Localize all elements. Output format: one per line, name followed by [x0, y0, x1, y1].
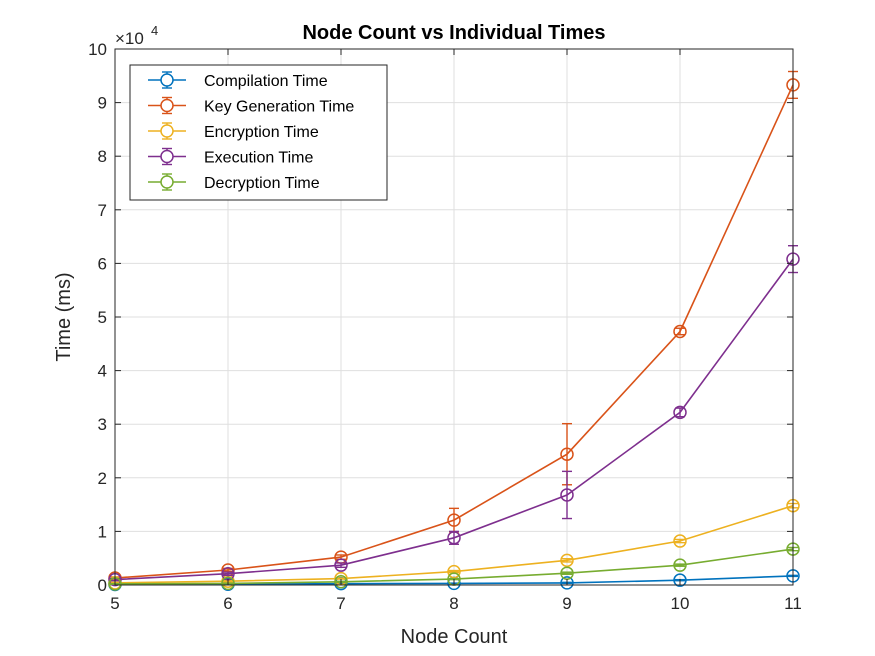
y-axis-exponent-power: 4 — [151, 23, 158, 38]
y-axis-label: Time (ms) — [53, 272, 75, 361]
legend-marker — [160, 175, 174, 189]
data-point — [560, 553, 574, 568]
legend-entry: Compilation Time — [148, 71, 328, 90]
y-tick-label: 10 — [88, 40, 107, 59]
legend-label: Key Generation Time — [204, 99, 354, 116]
legend-label: Execution Time — [204, 150, 313, 167]
y-tick-label: 7 — [98, 201, 107, 220]
x-tick-label: 9 — [562, 594, 571, 613]
y-axis-exponent: ×10 4 — [115, 23, 158, 48]
data-point — [221, 576, 235, 591]
chart-title: Node Count vs Individual Times — [302, 22, 605, 44]
y-tick-label: 2 — [98, 469, 107, 488]
legend-entry: Execution Time — [148, 147, 313, 167]
x-tick-label: 6 — [223, 594, 232, 613]
legend-label: Compilation Time — [204, 73, 328, 90]
legend-marker — [160, 149, 174, 164]
x-tick-label: 8 — [449, 594, 458, 613]
legend: Compilation Time Key Generation Time Encry… — [129, 64, 388, 201]
legend-entry: Encryption Time — [148, 122, 319, 141]
x-tick-label: 11 — [784, 594, 802, 613]
legend-marker — [160, 124, 174, 138]
y-tick-label: 6 — [98, 254, 107, 273]
data-point — [560, 576, 574, 590]
legend-marker — [160, 73, 174, 87]
data-point — [447, 513, 461, 527]
legend-label: Decryption Time — [204, 175, 320, 192]
y-tick-label: 8 — [98, 147, 107, 166]
data-point — [673, 534, 687, 548]
y-tick-label: 9 — [98, 94, 107, 113]
data-point — [334, 575, 348, 589]
y-tick-label: 4 — [98, 362, 107, 381]
y-tick-label: 1 — [98, 522, 107, 541]
y-tick-label: 3 — [98, 415, 107, 434]
data-point — [447, 531, 461, 545]
data-point — [673, 324, 687, 339]
y-tick-label: 0 — [98, 576, 107, 595]
x-tick-label: 5 — [110, 594, 119, 613]
data-point — [334, 558, 348, 572]
data-point — [673, 558, 687, 572]
legend-entry: Decryption Time — [148, 173, 320, 192]
data-point — [673, 405, 687, 420]
data-point — [673, 573, 687, 587]
legend-label: Encryption Time — [204, 124, 319, 141]
x-axis-label: Node Count — [401, 626, 508, 648]
data-point — [560, 447, 574, 461]
y-tick-label: 5 — [98, 308, 107, 327]
x-tick-label: 10 — [671, 594, 690, 613]
legend-marker — [160, 98, 174, 113]
data-point — [447, 564, 461, 579]
ticks: 5 6 7 8 9 10 11 0 1 2 3 4 5 6 7 8 9 10 — [88, 40, 802, 613]
y-axis-exponent-base: ×10 — [115, 29, 144, 48]
data-point — [560, 488, 574, 502]
legend-entry: Key Generation Time — [148, 96, 354, 116]
x-tick-label: 7 — [336, 594, 345, 613]
